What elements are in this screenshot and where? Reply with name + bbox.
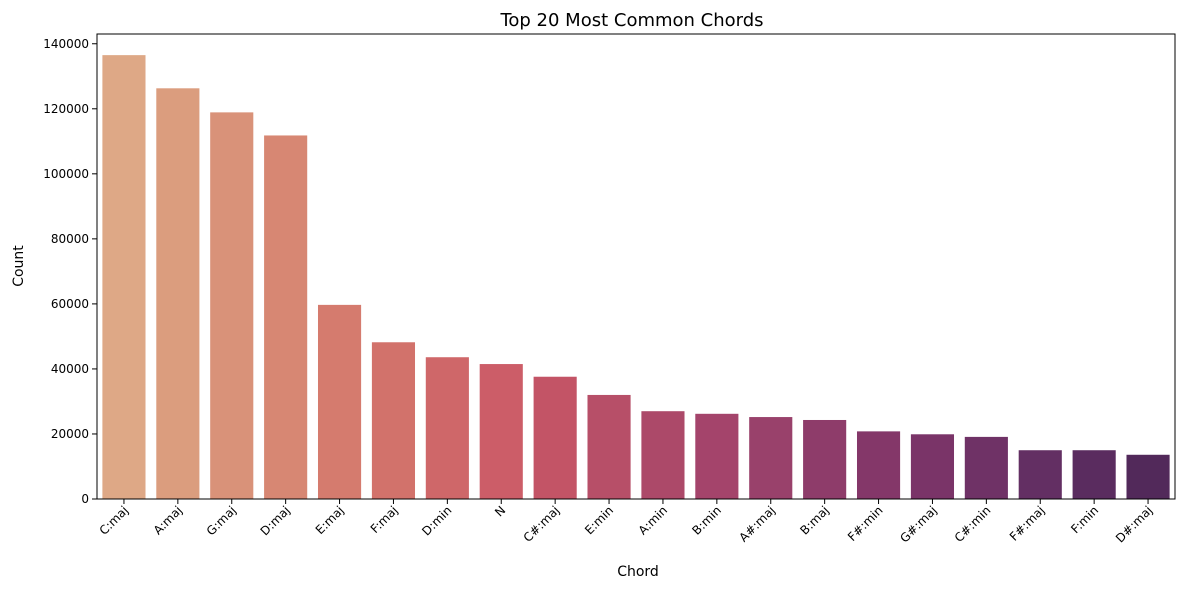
y-tick-label: 120000 — [43, 102, 89, 116]
x-tick-label: F:min — [1068, 503, 1101, 536]
bar-b-min — [695, 413, 739, 499]
x-tick-label: G:maj — [204, 503, 239, 538]
bar-b-maj — [803, 419, 847, 499]
y-axis-title: Count — [11, 245, 27, 287]
bar-f-maj — [371, 342, 416, 499]
x-tick-label: C:maj — [97, 503, 132, 538]
plot-frame — [96, 33, 1176, 500]
y-tick-label: 60000 — [51, 297, 89, 311]
bar-a--maj — [749, 417, 793, 499]
x-tick-label: D:min — [419, 503, 454, 538]
x-tick-label: F#:maj — [1007, 503, 1048, 544]
y-tick-label: 0 — [81, 492, 89, 506]
bar-g--maj — [910, 434, 955, 499]
x-tick-label: F#:min — [845, 503, 886, 544]
bar-f--min — [856, 431, 901, 499]
bar-c--min — [964, 436, 1008, 499]
y-tick-label: 40000 — [51, 362, 89, 376]
y-tick-label: 80000 — [51, 232, 89, 246]
bar-d-maj — [264, 135, 308, 500]
x-tick-label: A:min — [636, 503, 670, 537]
x-tick-label: A#:maj — [736, 503, 777, 544]
bar-n — [479, 364, 523, 499]
x-tick-label: G#:maj — [897, 503, 939, 545]
x-tick-label: D#:maj — [1113, 503, 1155, 545]
x-tick-label: E:min — [582, 503, 616, 537]
x-tick-label: A:maj — [151, 503, 185, 537]
x-axis-title: Chord — [617, 564, 659, 580]
x-tick-label: C#:maj — [521, 503, 563, 545]
bar-d--maj — [1126, 454, 1170, 499]
x-tick-label: D:maj — [258, 503, 293, 538]
bar-a-maj — [156, 88, 200, 499]
bar-a-min — [641, 411, 685, 499]
x-tick-label: C#:min — [952, 503, 994, 545]
bar-c--maj — [533, 376, 577, 499]
x-tick-label: B:maj — [797, 503, 831, 537]
bar-e-maj — [317, 304, 362, 499]
y-tick-label: 100000 — [43, 167, 89, 181]
y-tick-label: 20000 — [51, 427, 89, 441]
bar-c-maj — [102, 55, 146, 500]
x-tick-label: N — [492, 503, 508, 519]
chart-title: Top 20 Most Common Chords — [499, 10, 763, 31]
x-tick-label: B:min — [689, 503, 724, 538]
y-tick-label: 140000 — [43, 37, 89, 51]
bar-f-min — [1072, 450, 1116, 499]
bars-group — [102, 55, 1170, 500]
y-axis: 0 20000 40000 60000 80000 100000 120000 140000 — [43, 37, 97, 506]
bar-g-maj — [210, 112, 254, 500]
x-tick-label: E:maj — [313, 503, 347, 537]
bar-d-min — [425, 357, 469, 499]
x-tick-label: F:maj — [368, 503, 401, 536]
bar-f--maj — [1018, 450, 1062, 499]
x-axis: C:maj A:maj G:maj D:maj E:maj F:maj D:min N C#:m… — [97, 499, 1155, 545]
bar-e-min — [587, 394, 631, 499]
